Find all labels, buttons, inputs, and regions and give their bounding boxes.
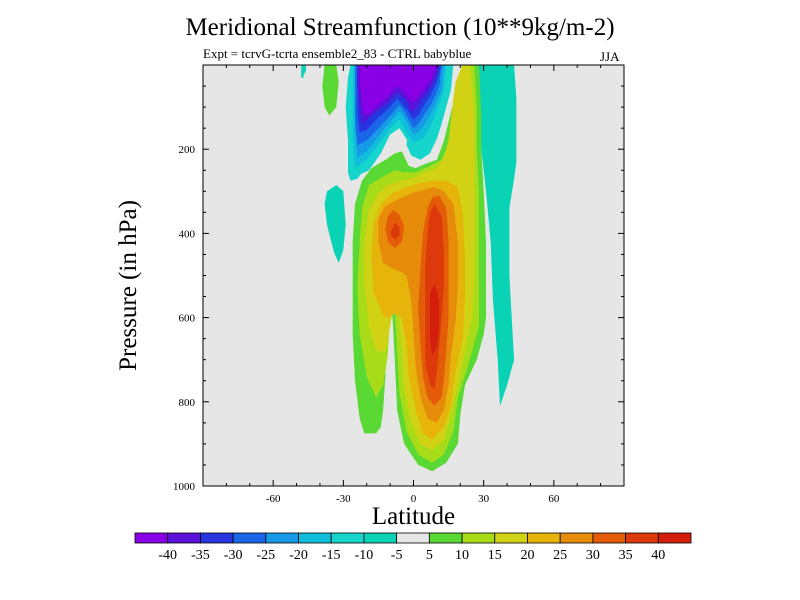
x-tick-label: 60 bbox=[548, 493, 560, 505]
colorbar-label: -40 bbox=[158, 548, 177, 563]
colorbar-swatch bbox=[265, 532, 299, 544]
y-tick-label: 1000 bbox=[173, 481, 196, 493]
y-tick-label: 800 bbox=[179, 397, 196, 409]
contour-regions bbox=[301, 65, 517, 472]
colorbar-swatch bbox=[428, 532, 463, 544]
colorbar-swatch bbox=[167, 532, 201, 544]
colorbar-label: 10 bbox=[455, 548, 469, 563]
colorbar-label: 30 bbox=[586, 548, 600, 563]
contour-region-12 bbox=[390, 222, 400, 240]
contour-region-22 bbox=[359, 65, 437, 116]
colorbar-label: -20 bbox=[289, 548, 308, 563]
colorbar-label: -15 bbox=[322, 548, 341, 563]
colorbar-swatch bbox=[200, 532, 234, 544]
colorbar-label: -30 bbox=[224, 548, 243, 563]
colorbar-label: 25 bbox=[553, 548, 567, 563]
colorbar-label: 15 bbox=[488, 548, 502, 563]
contour-region-13 bbox=[429, 283, 440, 356]
colorbar-label: 35 bbox=[619, 548, 633, 563]
colorbar-swatch bbox=[559, 532, 594, 544]
x-tick-label: 0 bbox=[411, 493, 417, 505]
x-tick-label: 30 bbox=[478, 493, 490, 505]
colorbar-label: 40 bbox=[651, 548, 665, 563]
colorbar-label: 5 bbox=[426, 548, 433, 563]
colorbar-swatch bbox=[298, 532, 332, 544]
y-axis-label: Pressure (in hPa) bbox=[115, 200, 142, 371]
contour-region-3 bbox=[322, 65, 339, 116]
colorbar-swatch bbox=[657, 532, 692, 544]
colorbar-swatch bbox=[625, 532, 659, 544]
colorbar-swatch bbox=[134, 532, 169, 544]
colorbar-label: 20 bbox=[520, 548, 534, 563]
colorbar-swatch bbox=[396, 532, 430, 544]
colorbar-swatch bbox=[363, 532, 398, 544]
axis-ticks: -60 -30 0 30 60 200 400 600 800 1000 bbox=[173, 65, 625, 505]
season-label: JJA bbox=[600, 49, 620, 64]
colorbar-swatch bbox=[330, 532, 365, 544]
y-tick-label: 200 bbox=[179, 144, 196, 156]
contour-region-2 bbox=[476, 65, 517, 406]
chart-title: Meridional Streamfunction (10**9kg/m-2) bbox=[185, 14, 615, 41]
colorbar-label: -5 bbox=[391, 548, 403, 563]
colorbar-swatch bbox=[232, 532, 267, 544]
contour-region-0 bbox=[301, 65, 306, 78]
colorbar: -40 -35 -30 -25 -20 -15 -10 -5 5 10 15 20 25 30 35 40 bbox=[134, 532, 692, 563]
chart-subtitle: Expt = tcrvG-tcrta ensemble2_83 - CTRL b… bbox=[203, 46, 472, 61]
x-axis-label: Latitude bbox=[372, 503, 455, 530]
y-tick-label: 600 bbox=[179, 313, 196, 325]
x-tick-label: -30 bbox=[336, 493, 351, 505]
colorbar-swatch bbox=[461, 532, 496, 544]
x-tick-label: -60 bbox=[266, 493, 281, 505]
colorbar-label: -10 bbox=[355, 548, 374, 563]
colorbar-swatch bbox=[592, 532, 626, 544]
colorbar-label: -25 bbox=[256, 548, 275, 563]
colorbar-label: -35 bbox=[191, 548, 210, 563]
colorbar-swatch bbox=[527, 532, 561, 544]
contour-region-1 bbox=[324, 185, 346, 263]
colorbar-swatch bbox=[494, 532, 528, 544]
y-tick-label: 400 bbox=[179, 228, 196, 240]
